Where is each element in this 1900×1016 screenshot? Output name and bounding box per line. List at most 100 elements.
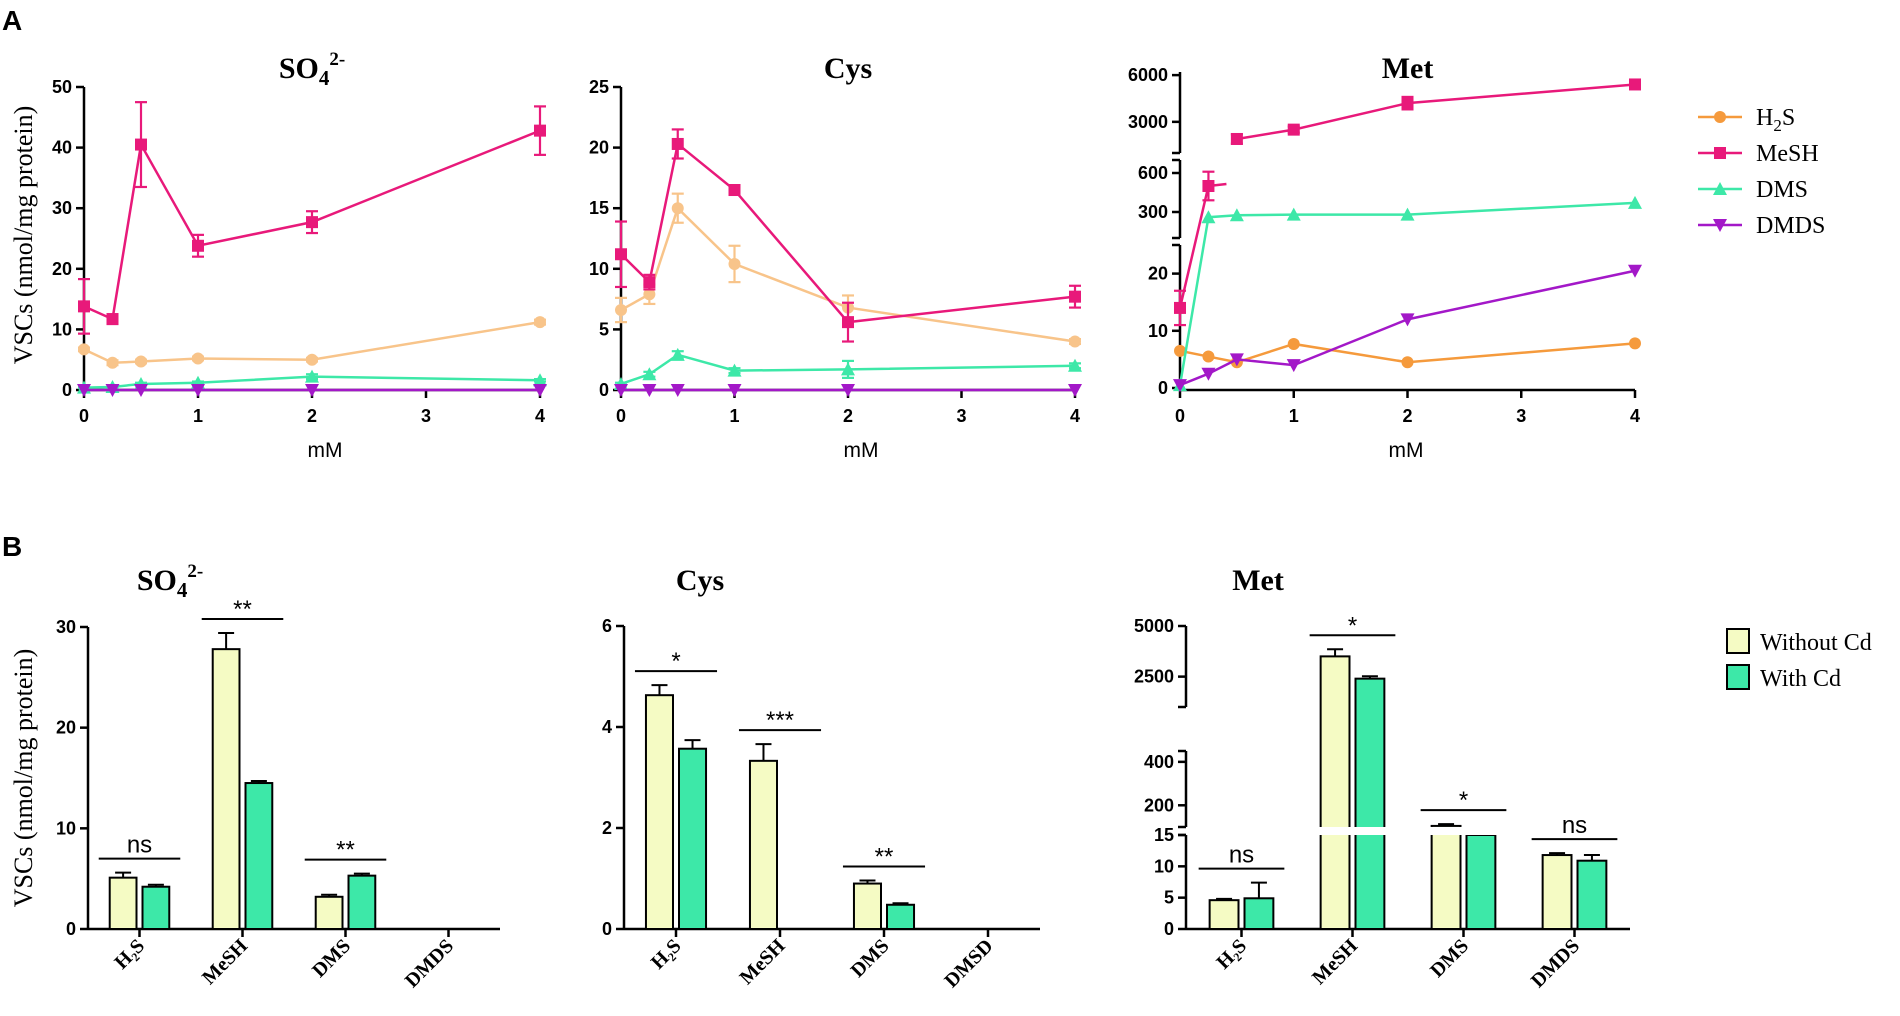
bar-without-cd <box>108 876 138 930</box>
bar-without-cd <box>1541 854 1573 931</box>
y-tick-label: 30 <box>56 617 76 637</box>
y-tick-label: 20 <box>52 259 72 279</box>
data-point <box>134 384 148 397</box>
legend-swatch <box>1726 628 1750 654</box>
data-point <box>614 384 628 397</box>
y-tick-label: 10 <box>589 259 609 279</box>
data-point <box>306 216 318 229</box>
data-point <box>1068 384 1082 397</box>
data-point <box>727 363 742 377</box>
category-label: DMDS <box>1527 935 1584 992</box>
y-tick-label: 25 <box>589 77 609 97</box>
x-tick-label: 4 <box>1070 406 1080 426</box>
data-point <box>77 384 91 397</box>
legend-marker <box>1714 147 1726 159</box>
legend-item-dmds: DMDS <box>1698 213 1825 239</box>
x-tick-label: 3 <box>956 406 966 426</box>
data-point <box>841 384 855 397</box>
data-point <box>842 316 854 329</box>
series-mesh <box>1174 78 1641 327</box>
significance-label: *** <box>766 707 794 734</box>
category-label: MeSH <box>735 935 789 989</box>
y-tick-label: 15 <box>1154 825 1174 845</box>
data-point <box>78 300 90 313</box>
y-tick-label: 6 <box>602 616 612 636</box>
bar-break-gap <box>1353 827 1387 835</box>
data-point <box>135 355 147 368</box>
series-dms <box>614 347 1082 390</box>
y-tick-label: 0 <box>66 919 76 939</box>
data-point <box>1173 379 1187 393</box>
bar-with-cd <box>347 874 377 930</box>
series-dmds <box>614 384 1082 397</box>
significance-label: * <box>1348 612 1357 639</box>
panel-label-a: A <box>2 5 22 36</box>
y-tick-label: 20 <box>1148 264 1168 284</box>
data-point <box>728 257 741 270</box>
y-axis-label-b: VSCs (nmol/mg protein) <box>9 649 38 908</box>
category-label: DMS <box>1426 935 1473 982</box>
data-point <box>1174 344 1186 357</box>
bar-chart-4: 0 2 4 6 Cys H₂S * MeSH *** DMS ** DMSD <box>602 564 1040 992</box>
y-tick-label: 10 <box>52 319 72 339</box>
series-dms <box>1173 195 1642 392</box>
data-point <box>105 384 120 397</box>
bar-without-cd <box>314 895 344 931</box>
legend-label: DMDS <box>1756 213 1825 239</box>
data-point <box>1401 97 1414 110</box>
data-point <box>1286 359 1301 373</box>
data-point <box>78 343 90 356</box>
bar-without-cd <box>748 759 779 931</box>
data-point <box>841 362 855 376</box>
x-tick-label: 3 <box>1516 406 1526 426</box>
legend-marker <box>1713 219 1727 232</box>
data-point <box>1287 123 1300 136</box>
legend-item-without-cd: Without Cd <box>1726 628 1872 656</box>
significance-label: * <box>1459 787 1468 814</box>
category-label: H₂S <box>1212 935 1251 974</box>
data-point <box>305 369 319 383</box>
category-label: H₂S <box>110 935 149 974</box>
y-tick-label: 0 <box>62 380 72 400</box>
legend-marker <box>1714 111 1726 123</box>
x-tick-label: 0 <box>1175 406 1185 426</box>
y-tick-label: 6000 <box>1128 65 1168 85</box>
legend-label: H2S <box>1756 105 1795 135</box>
data-point <box>643 288 656 301</box>
series-dmds <box>1173 264 1642 393</box>
y-tick-label: 0 <box>602 919 612 939</box>
bar-with-cd <box>678 747 708 931</box>
data-point <box>728 184 741 197</box>
bar-with-cd <box>1354 677 1386 931</box>
series-line <box>1179 269 1636 387</box>
series-dmds <box>77 384 547 397</box>
series-h2s <box>78 316 546 369</box>
bar-break-gap <box>1464 827 1498 835</box>
data-point <box>727 384 742 397</box>
chart-title: SO42- <box>279 49 345 90</box>
legend-marker <box>1713 182 1727 195</box>
y-tick-label: 200 <box>1144 795 1174 815</box>
data-point <box>1201 367 1216 381</box>
bar-break-gap <box>1318 827 1352 835</box>
data-point <box>670 347 685 361</box>
significance-label: ns <box>1229 842 1254 869</box>
data-point <box>615 304 627 317</box>
category-label: MeSH <box>1308 935 1362 989</box>
bar-with-cd <box>1243 897 1275 931</box>
data-point <box>534 124 546 137</box>
x-tick-label: 2 <box>307 406 317 426</box>
series-mesh <box>78 101 546 335</box>
data-point <box>534 316 546 329</box>
data-point <box>671 137 684 150</box>
x-tick-label: 4 <box>535 406 545 426</box>
data-point <box>643 276 656 289</box>
data-point <box>1069 335 1081 348</box>
x-tick-label: 1 <box>1289 406 1299 426</box>
bar-with-cd <box>1465 834 1497 930</box>
data-point <box>1401 356 1414 369</box>
legend-swatch <box>1726 664 1750 690</box>
y-tick-label: 2 <box>602 818 612 838</box>
y-tick-label: 10 <box>1154 856 1174 876</box>
y-tick-label: 5 <box>599 319 609 339</box>
